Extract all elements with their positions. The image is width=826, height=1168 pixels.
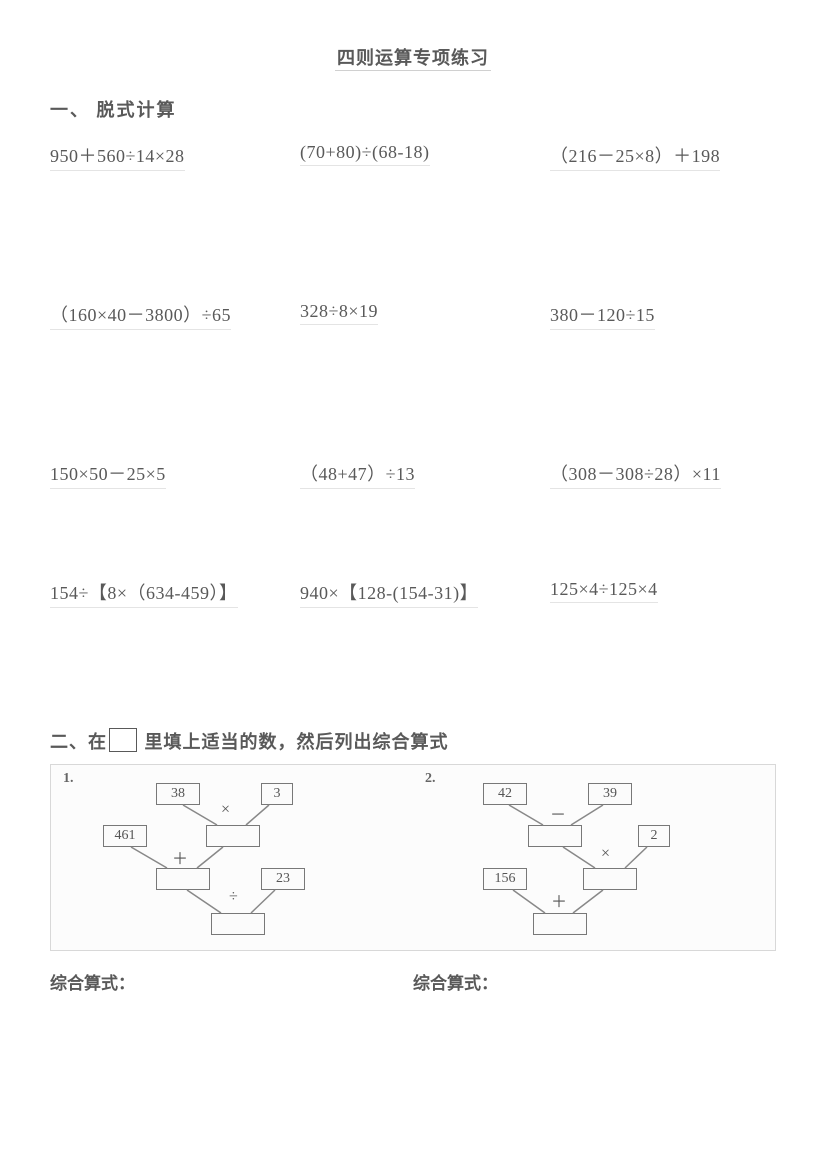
problem-row: 154÷【8×（634-459）】 940×【128-(154-31)】 125… xyxy=(50,579,776,608)
problem-text: 940×【128-(154-31)】 xyxy=(300,579,478,608)
diagram-1: 1. 38 3 461 23 × ＋ ÷ xyxy=(51,765,413,950)
empty-box xyxy=(156,868,210,890)
problem-cell: 950＋560÷14×28 xyxy=(50,142,300,171)
answer-label-1: 综合算式： xyxy=(50,969,413,994)
section1-heading: 一、 脱式计算 xyxy=(50,96,776,122)
diagram-2: 2. 42 39 2 156 － × ＋ xyxy=(413,765,775,950)
problem-cell: (70+80)÷(68-18) xyxy=(300,142,550,171)
op-plus: ＋ xyxy=(172,845,188,869)
value-box: 39 xyxy=(588,783,632,805)
section2-heading: 二、在 里填上适当的数，然后列出综合算式 xyxy=(50,728,776,754)
worksheet-page: 四则运算专项练习 一、 脱式计算 950＋560÷14×28 (70+80)÷(… xyxy=(0,0,826,1034)
problem-text: 150×50－25×5 xyxy=(50,460,166,489)
empty-box xyxy=(528,825,582,847)
page-title: 四则运算专项练习 xyxy=(50,44,776,70)
value-box: 38 xyxy=(156,783,200,805)
section2-heading-pre: 二、在 xyxy=(50,732,107,752)
op-multiply: × xyxy=(601,845,610,863)
problem-cell: （216－25×8）＋198 xyxy=(550,142,776,171)
op-minus: － xyxy=(550,801,566,825)
problem-row: 950＋560÷14×28 (70+80)÷(68-18) （216－25×8）… xyxy=(50,142,776,171)
value-box: 42 xyxy=(483,783,527,805)
op-plus: ＋ xyxy=(551,888,567,912)
problem-cell: 150×50－25×5 xyxy=(50,460,300,489)
problem-text: 125×4÷125×4 xyxy=(550,579,658,603)
problem-text: 328÷8×19 xyxy=(300,301,378,325)
problem-text: （160×40－3800）÷65 xyxy=(50,301,231,330)
problem-row: （160×40－3800）÷65 328÷8×19 380－120÷15 xyxy=(50,301,776,330)
op-divide: ÷ xyxy=(229,888,238,906)
problem-text: (70+80)÷(68-18) xyxy=(300,142,430,166)
problems-grid: 950＋560÷14×28 (70+80)÷(68-18) （216－25×8）… xyxy=(50,142,776,608)
problem-cell: （308－308÷28）×11 xyxy=(550,460,776,489)
problem-text: （308－308÷28）×11 xyxy=(550,460,721,489)
problem-cell: 380－120÷15 xyxy=(550,301,776,330)
problem-text: （216－25×8）＋198 xyxy=(550,142,720,171)
problem-text: 380－120÷15 xyxy=(550,301,655,330)
problem-cell: 125×4÷125×4 xyxy=(550,579,776,608)
diagram-label: 1. xyxy=(63,771,74,787)
problem-cell: 154÷【8×（634-459）】 xyxy=(50,579,300,608)
page-title-text: 四则运算专项练习 xyxy=(335,48,491,71)
problem-text: 950＋560÷14×28 xyxy=(50,142,185,171)
empty-box xyxy=(206,825,260,847)
problem-cell: 940×【128-(154-31)】 xyxy=(300,579,550,608)
value-box: 156 xyxy=(483,868,527,890)
answer-label-2: 综合算式： xyxy=(413,969,776,994)
diagrams-panel: 1. 38 3 461 23 × ＋ ÷ 2. 42 39 xyxy=(50,764,776,951)
diagram-label: 2. xyxy=(425,771,436,787)
empty-box xyxy=(211,913,265,935)
answers-row: 综合算式： 综合算式： xyxy=(50,969,776,994)
problem-text: 154÷【8×（634-459）】 xyxy=(50,579,238,608)
empty-box xyxy=(583,868,637,890)
value-box: 3 xyxy=(261,783,293,805)
blank-box-icon xyxy=(109,728,137,752)
problem-cell: （160×40－3800）÷65 xyxy=(50,301,300,330)
op-multiply: × xyxy=(221,801,230,819)
section2-heading-post: 里填上适当的数，然后列出综合算式 xyxy=(139,732,449,752)
problem-cell: 328÷8×19 xyxy=(300,301,550,330)
empty-box xyxy=(533,913,587,935)
problem-row: 150×50－25×5 （48+47）÷13 （308－308÷28）×11 xyxy=(50,460,776,489)
value-box: 461 xyxy=(103,825,147,847)
value-box: 23 xyxy=(261,868,305,890)
problem-text: （48+47）÷13 xyxy=(300,460,415,489)
value-box: 2 xyxy=(638,825,670,847)
problem-cell: （48+47）÷13 xyxy=(300,460,550,489)
